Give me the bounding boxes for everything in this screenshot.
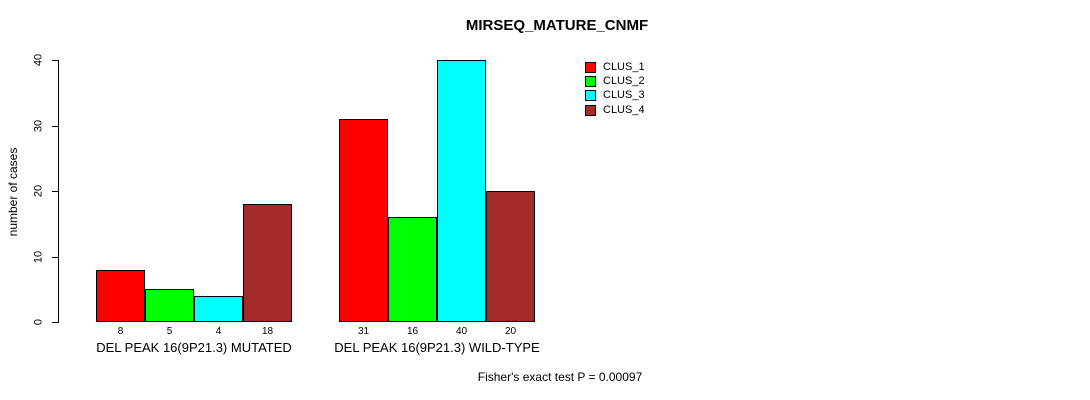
y-tick-label: 20 bbox=[32, 184, 45, 198]
chart-title: MIRSEQ_MATURE_CNMF bbox=[465, 17, 649, 34]
legend-swatch bbox=[585, 90, 596, 102]
bar-value-label: 20 bbox=[504, 326, 517, 337]
legend-swatch bbox=[585, 104, 596, 116]
bar bbox=[388, 217, 437, 322]
y-axis-tick bbox=[52, 126, 58, 127]
y-tick-label: 40 bbox=[32, 53, 45, 67]
bar-value-label: 31 bbox=[357, 326, 370, 337]
y-axis-tick bbox=[52, 322, 58, 323]
legend-label: CLUS_4 bbox=[603, 103, 645, 116]
bar-value-label: 16 bbox=[406, 326, 419, 337]
fisher-annotation: Fisher's exact test P = 0.00097 bbox=[477, 370, 643, 384]
bar-value-label: 8 bbox=[117, 326, 124, 337]
legend-item: CLUS_4 bbox=[585, 103, 645, 117]
legend: CLUS_1 CLUS_2 CLUS_3 CLUS_4 bbox=[585, 60, 645, 117]
legend-label: CLUS_2 bbox=[603, 74, 645, 87]
legend-label: CLUS_3 bbox=[603, 89, 645, 102]
bar bbox=[437, 60, 486, 322]
y-tick-label: 30 bbox=[32, 119, 45, 133]
y-axis-tick bbox=[52, 191, 58, 192]
bar-value-label: 4 bbox=[215, 326, 222, 337]
bar bbox=[145, 289, 194, 322]
bar-value-label: 40 bbox=[455, 326, 468, 337]
legend-item: CLUS_1 bbox=[585, 60, 645, 74]
bar-value-label: 18 bbox=[261, 326, 274, 337]
y-axis-tick bbox=[52, 60, 58, 61]
legend-item: CLUS_3 bbox=[585, 89, 645, 103]
bar bbox=[339, 119, 388, 322]
group-label: DEL PEAK 16(9P21.3) WILD-TYPE bbox=[334, 340, 540, 355]
bar bbox=[96, 270, 145, 322]
legend-swatch bbox=[585, 61, 596, 73]
bar bbox=[486, 191, 535, 322]
bar bbox=[243, 204, 292, 322]
group-label: DEL PEAK 16(9P21.3) MUTATED bbox=[96, 340, 292, 355]
y-tick-label: 10 bbox=[32, 250, 45, 264]
y-tick-label: 0 bbox=[32, 318, 45, 326]
y-axis-tick bbox=[52, 257, 58, 258]
bar-value-label: 5 bbox=[166, 326, 173, 337]
legend-item: CLUS_2 bbox=[585, 74, 645, 88]
legend-swatch bbox=[585, 75, 596, 87]
legend-label: CLUS_1 bbox=[603, 60, 645, 73]
bar bbox=[194, 296, 243, 322]
y-axis-line bbox=[58, 60, 59, 323]
